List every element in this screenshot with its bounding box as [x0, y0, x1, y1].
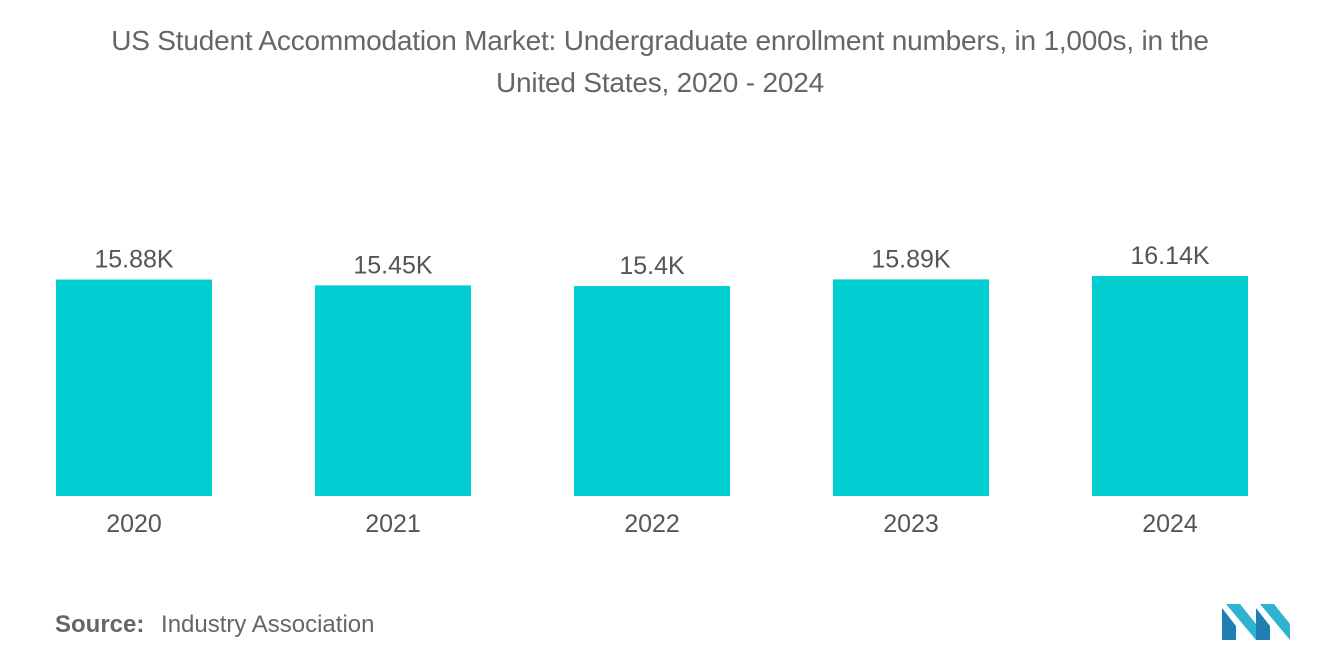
value-label-2022: 15.4K	[619, 252, 685, 280]
chart-title: US Student Accommodation Market: Undergr…	[0, 20, 1320, 104]
x-tick-label-2023: 2023	[883, 510, 939, 538]
bar-2023	[833, 279, 989, 496]
source-note: Source: Industry Association	[55, 611, 374, 639]
bar-2020	[56, 279, 212, 496]
mordor-intelligence-logo-icon	[1222, 604, 1290, 640]
bar-2024	[1092, 276, 1248, 496]
value-label-2020: 15.88K	[94, 246, 174, 274]
chart-title-line-1: US Student Accommodation Market: Undergr…	[111, 25, 1209, 56]
x-tick-label-2024: 2024	[1142, 510, 1198, 538]
x-tick-label-2021: 2021	[365, 510, 421, 538]
source-label: Source:	[55, 611, 145, 638]
bar-2021	[315, 285, 471, 496]
source-text: Industry Association	[161, 611, 375, 638]
value-label-2024: 16.14K	[1130, 242, 1210, 270]
x-tick-label-2022: 2022	[624, 510, 680, 538]
chart-title-line-2: United States, 2020 - 2024	[496, 67, 824, 98]
bar-2022	[574, 286, 730, 496]
x-tick-label-2020: 2020	[106, 510, 162, 538]
value-label-2023: 15.89K	[871, 245, 951, 273]
value-label-2021: 15.45K	[353, 251, 433, 279]
